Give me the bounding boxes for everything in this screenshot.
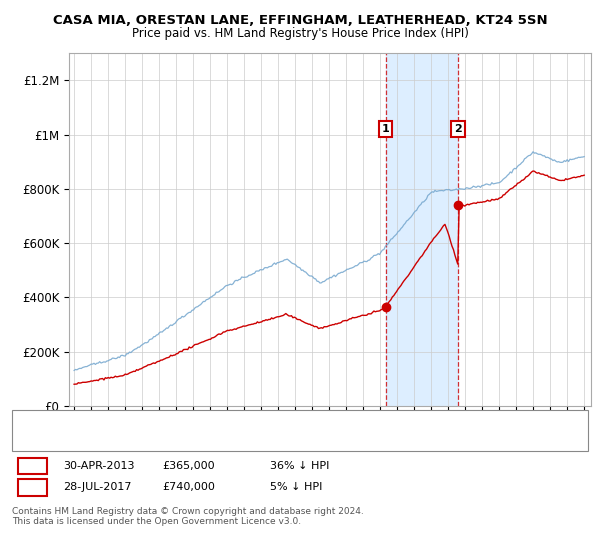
Bar <box>386 53 458 406</box>
Text: 28-JUL-2017: 28-JUL-2017 <box>63 482 131 492</box>
Text: HPI: Average price, detached house, Guildford: HPI: Average price, detached house, Guil… <box>69 438 295 449</box>
Text: 1: 1 <box>29 461 36 471</box>
Text: 5% ↓ HPI: 5% ↓ HPI <box>270 482 322 492</box>
Text: £365,000: £365,000 <box>162 461 215 471</box>
Text: 36% ↓ HPI: 36% ↓ HPI <box>270 461 329 471</box>
Text: CASA MIA, ORESTAN LANE, EFFINGHAM, LEATHERHEAD, KT24 5SN: CASA MIA, ORESTAN LANE, EFFINGHAM, LEATH… <box>53 14 547 27</box>
Text: 1: 1 <box>382 124 389 134</box>
Text: 2: 2 <box>454 124 462 134</box>
Text: ────: ──── <box>24 438 51 449</box>
Text: 2: 2 <box>29 482 36 492</box>
Text: 30-APR-2013: 30-APR-2013 <box>63 461 134 471</box>
Text: CASA MIA, ORESTAN LANE, EFFINGHAM, LEATHERHEAD, KT24 5SN (detached house): CASA MIA, ORESTAN LANE, EFFINGHAM, LEATH… <box>69 427 481 437</box>
Text: £740,000: £740,000 <box>162 482 215 492</box>
Text: ────: ──── <box>24 427 51 437</box>
Text: Contains HM Land Registry data © Crown copyright and database right 2024.
This d: Contains HM Land Registry data © Crown c… <box>12 507 364 526</box>
Text: Price paid vs. HM Land Registry's House Price Index (HPI): Price paid vs. HM Land Registry's House … <box>131 27 469 40</box>
